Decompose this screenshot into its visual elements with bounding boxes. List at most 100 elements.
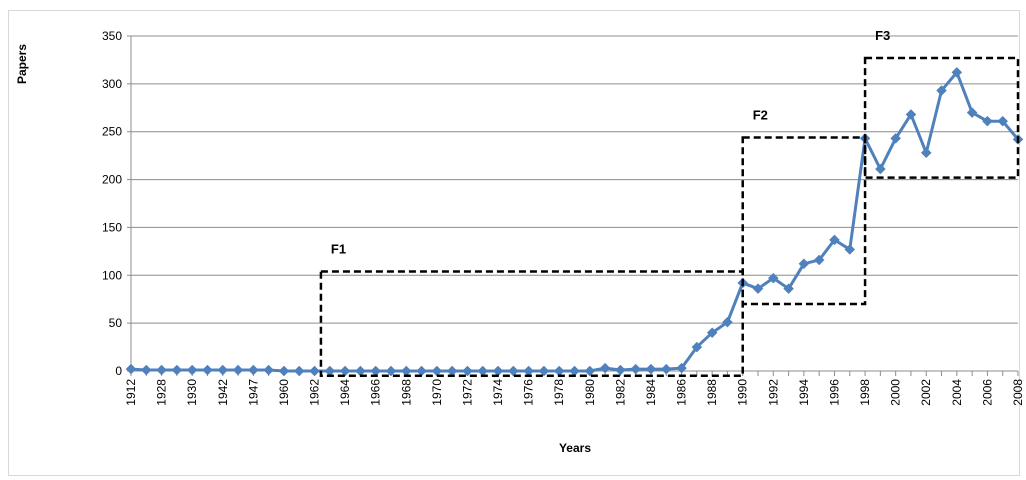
x-tick-label: 1996 xyxy=(827,379,841,406)
data-point-1994 xyxy=(798,258,810,270)
data-point-1928 xyxy=(156,364,167,376)
data-point-1963 xyxy=(324,365,336,377)
y-tick-label: 250 xyxy=(102,125,122,139)
region-box-f2 xyxy=(741,136,867,306)
data-point-1999 xyxy=(875,163,886,175)
data-point-1972 xyxy=(462,365,473,377)
y-tick-label: 150 xyxy=(102,220,122,234)
x-tick-label: 1994 xyxy=(797,379,811,406)
data-point-1981 xyxy=(599,362,611,374)
data-point-1982 xyxy=(615,364,626,376)
data-point-1954 xyxy=(263,364,274,376)
data-point-1995 xyxy=(813,254,825,266)
y-tick-label: 0 xyxy=(115,364,122,378)
data-point-1924 xyxy=(140,364,152,376)
x-tick-label: 1966 xyxy=(369,379,383,406)
x-tick-label: 1928 xyxy=(155,379,169,406)
x-tick-label: 1972 xyxy=(460,379,474,406)
data-point-1983 xyxy=(630,363,642,375)
x-tick-label: 1964 xyxy=(338,379,352,406)
data-point-1964 xyxy=(339,365,351,377)
region-label-f3: F3 xyxy=(875,28,890,43)
data-point-1930 xyxy=(186,364,198,376)
data-point-1989 xyxy=(722,316,733,328)
x-tick-label: 1974 xyxy=(491,379,505,406)
data-point-1970 xyxy=(431,365,443,377)
data-point-1965 xyxy=(355,365,366,377)
data-point-1929 xyxy=(171,364,183,376)
x-tick-label: 2000 xyxy=(889,379,903,406)
axes: 0 50 100 150 200 250 300 350 1912 1928 1930 1942 194… xyxy=(102,29,1025,406)
data-point-1976 xyxy=(523,365,534,377)
x-tick-label: 1947 xyxy=(246,379,260,406)
data-point-2004 xyxy=(951,67,963,78)
y-tick-label: 300 xyxy=(102,77,122,91)
data-point-1942 xyxy=(217,364,229,376)
y-tick-label: 50 xyxy=(109,316,123,330)
data-point-1974 xyxy=(492,365,504,377)
data-point-2005 xyxy=(966,107,978,118)
x-tick-label: 1942 xyxy=(216,379,230,406)
series-papers xyxy=(125,67,1024,377)
x-tick-label: 1912 xyxy=(124,379,138,406)
x-tick-label: 1960 xyxy=(277,379,291,406)
x-tick-label: 1992 xyxy=(766,379,780,406)
x-tick-label: 1986 xyxy=(675,379,689,406)
data-point-1979 xyxy=(569,365,580,377)
data-point-1962 xyxy=(309,365,320,377)
region-label-f2: F2 xyxy=(753,107,768,122)
data-point-1996 xyxy=(829,234,840,246)
x-tick-label: 1990 xyxy=(736,379,750,406)
data-point-1993 xyxy=(783,283,794,295)
data-point-1975 xyxy=(507,365,519,377)
x-tick-label: 2002 xyxy=(919,379,933,406)
data-point-1991 xyxy=(752,283,764,295)
y-tick-label: 350 xyxy=(102,29,122,43)
region-box-f3 xyxy=(863,56,1020,179)
data-point-1969 xyxy=(416,365,427,377)
x-tick-label: 1968 xyxy=(399,379,413,406)
x-tick-label: 2004 xyxy=(950,379,964,406)
data-point-1971 xyxy=(446,365,458,377)
data-point-1985 xyxy=(660,363,672,375)
x-tick-label: 1976 xyxy=(522,379,536,406)
data-point-2000 xyxy=(890,133,902,144)
data-point-1978 xyxy=(553,365,565,377)
data-point-1973 xyxy=(477,365,489,377)
x-tick-label: 2006 xyxy=(980,379,994,406)
highlight-regions: F1 F2 F3 xyxy=(319,28,1020,378)
x-tick-label: 1998 xyxy=(858,379,872,406)
data-point-1988 xyxy=(706,327,718,339)
data-point-1968 xyxy=(400,365,412,377)
x-axis-title: Years xyxy=(559,441,591,455)
data-point-1984 xyxy=(645,363,657,375)
data-point-1980 xyxy=(584,365,596,377)
x-tick-label: 1930 xyxy=(185,379,199,406)
data-point-1977 xyxy=(538,365,550,377)
data-point-2006 xyxy=(982,115,993,127)
data-point-1960 xyxy=(278,365,290,377)
x-tick-label: 1962 xyxy=(308,379,322,406)
data-point-1967 xyxy=(385,365,397,377)
y-tick-label: 100 xyxy=(102,268,122,282)
x-tick-label: 1984 xyxy=(644,379,658,406)
x-tick-label: 1970 xyxy=(430,379,444,406)
data-point-1987 xyxy=(691,341,703,353)
data-point-2003 xyxy=(936,85,947,96)
data-point-1912 xyxy=(125,363,137,375)
x-tick-label: 1988 xyxy=(705,379,719,406)
x-tick-label: 1980 xyxy=(583,379,597,406)
data-point-2001 xyxy=(905,109,917,120)
y-axis-title: Papers xyxy=(15,44,29,84)
data-point-1931 xyxy=(202,364,213,376)
data-point-2002 xyxy=(920,147,932,159)
y-tick-label: 200 xyxy=(102,173,122,187)
data-point-1986 xyxy=(676,362,687,374)
series-line xyxy=(130,70,1020,373)
region-box-f1 xyxy=(319,270,744,378)
data-point-1947 xyxy=(247,364,259,376)
x-tick-label: 1982 xyxy=(613,379,627,406)
data-point-1961 xyxy=(293,365,305,377)
region-label-f1: F1 xyxy=(331,241,346,256)
